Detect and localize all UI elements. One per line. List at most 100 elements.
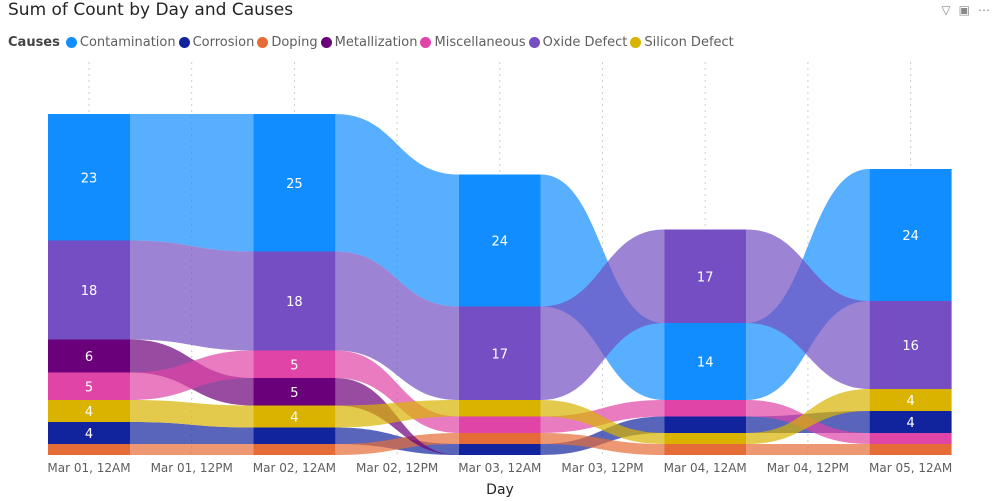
bar-segment[interactable] [48, 422, 130, 444]
ribbon-doping[interactable] [540, 433, 665, 455]
legend-item[interactable]: Doping [257, 35, 318, 50]
data-label: 5 [290, 358, 298, 373]
legend-label: Corrosion [192, 35, 255, 50]
x-tick-label: Mar 03, 12AM [458, 461, 541, 475]
ribbon-oxide-defect[interactable] [335, 251, 459, 401]
ribbon-contamination[interactable] [335, 114, 459, 307]
x-tick-label: Mar 02, 12PM [356, 461, 438, 475]
ribbon-corrosion[interactable] [540, 416, 665, 456]
ribbon-silicon-defect[interactable] [335, 400, 459, 428]
bar-segment[interactable] [48, 114, 130, 241]
legend-marker [420, 37, 432, 48]
data-label: 16 [902, 339, 919, 354]
ribbon-silicon-defect[interactable] [746, 389, 870, 444]
bar-segment[interactable] [458, 444, 541, 455]
bar-segment[interactable] [253, 251, 336, 351]
x-tick-label: Mar 04, 12AM [664, 461, 747, 475]
legend-label: Metallization [334, 35, 418, 50]
bar-segment[interactable] [664, 444, 747, 455]
x-tick-label: Mar 03, 12PM [561, 461, 643, 475]
bar-segment[interactable] [458, 306, 541, 401]
data-label: 14 [697, 356, 714, 371]
bar-segment[interactable] [869, 433, 952, 444]
visual-header-icons: ▽ ▣ ⋯ [941, 3, 990, 17]
bar-segment[interactable] [664, 229, 747, 324]
data-label: 18 [286, 295, 303, 310]
legend-label: Doping [271, 35, 318, 50]
ribbon-silicon-defect[interactable] [130, 400, 254, 428]
data-label: 4 [906, 416, 914, 431]
bar-segment[interactable] [869, 444, 952, 455]
legend-item[interactable]: Silicon Defect [630, 35, 734, 50]
ribbon-doping[interactable] [335, 433, 459, 455]
bar-segment[interactable] [869, 411, 952, 433]
bar-segment[interactable] [458, 433, 541, 444]
ribbon-corrosion[interactable] [130, 422, 254, 444]
legend-label: Oxide Defect [542, 35, 628, 50]
data-label: 4 [85, 405, 93, 420]
data-label: 24 [902, 229, 919, 244]
bar-segment[interactable] [48, 444, 130, 455]
legend-marker [320, 37, 332, 48]
ribbon-silicon-defect[interactable] [540, 400, 665, 444]
bar-segment[interactable] [869, 389, 952, 411]
bar-segment[interactable] [664, 416, 747, 434]
x-tick-label: Mar 01, 12PM [151, 461, 233, 475]
bar-segment[interactable] [869, 301, 952, 389]
data-label: 17 [697, 270, 714, 285]
bar-segment[interactable] [458, 400, 541, 417]
ribbon-doping[interactable] [746, 444, 870, 455]
legend-label: Contamination [79, 35, 176, 50]
bar-segment[interactable] [253, 444, 336, 455]
legend-label: Silicon Defect [644, 35, 734, 50]
bar-segment[interactable] [48, 240, 130, 340]
data-label: 24 [492, 235, 509, 250]
data-label: 23 [81, 171, 98, 186]
x-tick-label: Mar 04, 12PM [767, 461, 849, 475]
bar-segment[interactable] [253, 427, 336, 445]
focus-mode-icon[interactable]: ▣ [958, 3, 970, 17]
bar-segment[interactable] [253, 114, 336, 252]
legend-item[interactable]: Corrosion [178, 35, 255, 50]
data-label: 6 [85, 350, 93, 365]
ribbon-oxide-defect[interactable] [540, 229, 665, 401]
x-tick-label: Mar 01, 12AM [47, 461, 130, 475]
legend-item[interactable]: Metallization [320, 35, 418, 50]
x-tick-label: Mar 05, 12AM [869, 461, 952, 475]
bar-segment[interactable] [48, 339, 130, 373]
filter-icon[interactable]: ▽ [941, 3, 951, 17]
bar-segment[interactable] [253, 405, 336, 428]
bar-segment[interactable] [253, 350, 336, 379]
bar-segment[interactable] [664, 400, 747, 417]
data-label: 18 [81, 284, 98, 299]
bar-segment[interactable] [48, 372, 130, 401]
ribbon-miscellaneous[interactable] [130, 350, 254, 401]
bar-segment[interactable] [48, 400, 130, 422]
legend-marker [630, 37, 642, 48]
bar-segment[interactable] [869, 169, 952, 301]
bar-segment[interactable] [664, 323, 747, 400]
legend: Causes Contamination Corrosion Doping Metal… [8, 35, 737, 50]
ribbon-contamination[interactable] [130, 114, 254, 252]
bar-segment[interactable] [664, 433, 747, 444]
bar-segment[interactable] [253, 378, 336, 406]
bar-segment[interactable] [458, 174, 541, 307]
data-label: 4 [85, 427, 93, 442]
x-tick-label: Mar 02, 12AM [253, 461, 336, 475]
more-options-icon[interactable]: ⋯ [978, 3, 990, 17]
data-label: 5 [85, 380, 93, 395]
legend-item[interactable]: Contamination [65, 35, 176, 50]
legend-item[interactable]: Miscellaneous [420, 35, 526, 50]
ribbon-oxide-defect[interactable] [746, 229, 870, 390]
data-label: 25 [286, 177, 303, 192]
bar-segment[interactable] [458, 416, 541, 434]
data-label: 4 [906, 394, 914, 409]
ribbon-doping[interactable] [130, 444, 254, 455]
legend-item[interactable]: Oxide Defect [528, 35, 628, 50]
legend-marker [528, 37, 540, 48]
legend-marker [65, 37, 77, 48]
x-axis-title: Day [486, 482, 514, 498]
ribbon-oxide-defect[interactable] [130, 240, 254, 351]
